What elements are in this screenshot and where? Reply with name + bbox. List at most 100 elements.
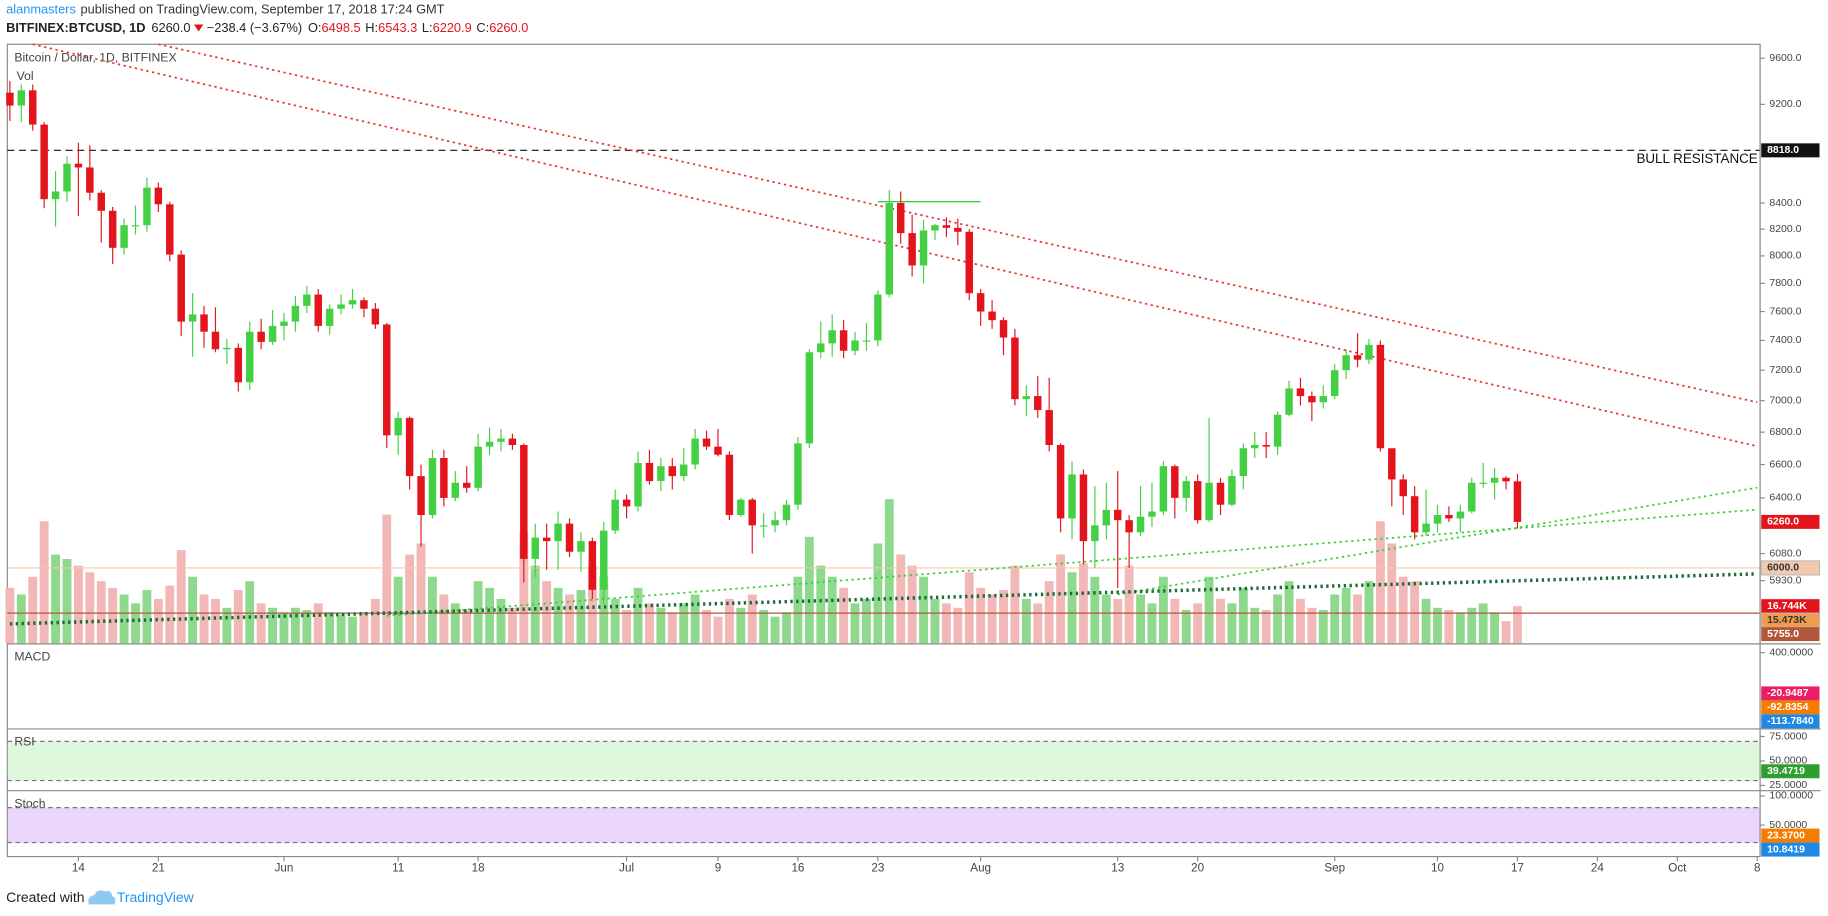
- volume-bar: [610, 598, 620, 644]
- candle-body: [314, 294, 322, 326]
- y-tick-label: 400.0000: [1769, 647, 1813, 658]
- volume-bar: [987, 594, 997, 644]
- volume-bar: [656, 607, 666, 644]
- footer-brand[interactable]: TradingView: [117, 889, 195, 905]
- published: published on TradingView.com, September …: [81, 2, 445, 17]
- candle-body: [725, 454, 734, 515]
- line-annotation: BULL RESISTANCE: [1636, 151, 1757, 166]
- y-tick-label: 5930.0: [1769, 575, 1801, 586]
- x-tick-label: 10: [1431, 861, 1444, 874]
- volume-bar: [1307, 607, 1317, 644]
- price-badge-label: 23.3700: [1767, 830, 1805, 841]
- volume-bar: [507, 607, 517, 644]
- low-key: L:: [422, 21, 433, 36]
- volume-bar: [1421, 598, 1431, 644]
- volume-bar: [770, 616, 780, 644]
- volume-bar: [724, 598, 734, 644]
- volume-bar: [941, 603, 951, 644]
- volume-bar: [5, 587, 15, 644]
- candle-body: [839, 330, 848, 351]
- candle-body: [565, 523, 574, 552]
- x-tick-label: 24: [1591, 861, 1604, 874]
- price-badge-label: 39.4719: [1767, 766, 1805, 777]
- x-tick-label: 21: [152, 861, 165, 874]
- volume-bar: [222, 607, 232, 644]
- volume-bar: [1353, 594, 1362, 644]
- header-line-1: alanmasters published on TradingView.com,…: [6, 2, 445, 17]
- chart-title: Bitcoin / Dollar, 1D, BITFINEX: [14, 51, 176, 65]
- volume-bar: [999, 590, 1008, 644]
- candle-body: [63, 163, 71, 192]
- price-badge-label: -92.8354: [1767, 702, 1809, 713]
- candle-body: [1251, 444, 1259, 449]
- volume-title: Vol: [17, 69, 34, 83]
- volume-bar: [73, 565, 83, 644]
- y-tick-label: 8200.0: [1769, 224, 1801, 235]
- volume-bar: [713, 616, 723, 644]
- volume-bar: [1090, 576, 1100, 644]
- volume-bar: [736, 607, 746, 644]
- x-tick-label: 20: [1191, 861, 1204, 874]
- candle-body: [1011, 337, 1019, 400]
- candle-body: [51, 191, 60, 200]
- volume-bar: [953, 607, 963, 644]
- volume-bar: [1261, 610, 1271, 644]
- pane-title: MACD: [14, 650, 50, 664]
- candle-body: [645, 462, 654, 482]
- price-badge: [1761, 700, 1820, 715]
- candle-body: [999, 320, 1008, 338]
- price-badge-label: 10.8419: [1767, 844, 1805, 855]
- candle-body: [131, 225, 140, 227]
- candle-body: [1479, 482, 1487, 484]
- volume-bar: [1010, 565, 1020, 644]
- volume-bar: [1433, 607, 1442, 644]
- candle-body: [828, 330, 836, 344]
- candle-body: [1490, 477, 1499, 483]
- y-tick-label: 7800.0: [1769, 278, 1801, 289]
- volume-bar: [313, 603, 323, 644]
- volume-bar: [1193, 603, 1203, 644]
- price-badge: [1761, 714, 1820, 729]
- candle-body: [885, 203, 894, 295]
- volume-bar: [759, 610, 769, 644]
- open-key: O:: [308, 21, 322, 36]
- candle-body: [166, 204, 174, 255]
- candle-body: [1102, 509, 1111, 526]
- tradingview-logo: [88, 890, 116, 905]
- volume-bar: [976, 587, 986, 644]
- y-tick-label: 50.0000: [1769, 820, 1807, 831]
- candle-body: [428, 457, 437, 515]
- volume-bar: [1101, 594, 1111, 644]
- volume-bar: [896, 554, 906, 644]
- candle-body: [28, 90, 37, 125]
- volume-bar: [827, 576, 837, 644]
- volume-bar: [1067, 572, 1077, 644]
- candle-body: [451, 482, 460, 498]
- x-tick-label: Jul: [619, 861, 634, 874]
- candle-body: [97, 192, 105, 211]
- candle-body: [600, 530, 608, 590]
- volume-bar: [747, 594, 757, 644]
- candle-body: [1285, 388, 1293, 415]
- author[interactable]: alanmasters: [6, 2, 76, 17]
- trend-line: [32, 43, 1758, 448]
- volume-bar: [1513, 606, 1522, 644]
- volume-bar: [1296, 598, 1305, 644]
- volume-bar: [450, 603, 460, 644]
- x-tick-label: 9: [715, 861, 721, 874]
- candle-body: [1239, 448, 1248, 477]
- volume-bar: [679, 603, 689, 644]
- high-key: H:: [365, 21, 378, 36]
- close-key: C:: [476, 21, 489, 36]
- volume-bar: [416, 543, 426, 644]
- volume-bar: [1341, 587, 1351, 644]
- candle-body: [919, 230, 928, 266]
- candle-body: [520, 444, 528, 559]
- volume-bar: [690, 594, 700, 644]
- volume-bar: [850, 603, 860, 644]
- candle-body: [497, 438, 505, 442]
- candle-body: [1365, 344, 1373, 360]
- candle-body: [120, 225, 128, 248]
- candle-body: [337, 304, 345, 309]
